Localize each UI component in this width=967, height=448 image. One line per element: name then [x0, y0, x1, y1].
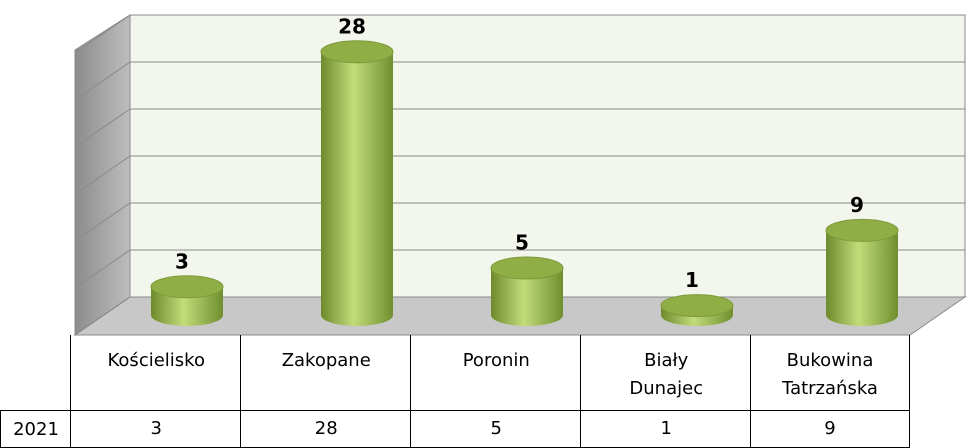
grid-line	[74, 61, 131, 101]
table-value-text: 3	[150, 418, 162, 439]
x-tick-label-text: Bukowina Tatrzańska	[782, 350, 878, 399]
table-value-text: 1	[660, 418, 672, 439]
x-tick-label-text: Zakopane	[281, 350, 371, 371]
grid-line	[74, 108, 131, 148]
bar-body	[826, 230, 898, 326]
x-tick-label-text: Poronin	[462, 350, 530, 371]
x-tick-label: Biały Dunajec	[580, 335, 752, 411]
table-value: 1	[580, 410, 752, 448]
bar-top	[150, 275, 224, 299]
x-tick-label-text: Kościelisko	[107, 350, 205, 371]
bar-top	[825, 218, 899, 242]
bar	[150, 275, 224, 326]
data-label: 1	[685, 268, 699, 292]
legend-key: 2021	[0, 410, 71, 448]
bar	[490, 256, 564, 326]
bar-top	[490, 256, 564, 280]
bar-top	[320, 40, 394, 64]
x-tick-label: Poronin	[410, 335, 582, 411]
table-value: 5	[410, 410, 582, 448]
grid-line	[74, 202, 131, 242]
grid-line	[74, 296, 131, 336]
data-label: 28	[338, 14, 366, 38]
x-tick-label: Kościelisko	[70, 335, 242, 411]
table-value: 28	[240, 410, 412, 448]
bar	[825, 218, 899, 326]
bar-top	[660, 294, 734, 318]
x-tick-label: Zakopane	[240, 335, 412, 411]
grid-line	[74, 249, 131, 289]
legend-key-text: 2021	[13, 418, 59, 440]
bar-body	[491, 268, 563, 326]
data-label: 5	[515, 231, 529, 255]
bar	[320, 40, 394, 327]
table-value-text: 9	[824, 418, 836, 439]
data-label: 9	[850, 193, 864, 217]
table-value-text: 28	[314, 418, 338, 439]
data-label: 3	[175, 249, 189, 273]
table-value: 9	[750, 410, 910, 448]
grid-line	[74, 14, 131, 54]
grid-line	[74, 155, 131, 195]
table-value: 3	[70, 410, 242, 448]
x-tick-label: Bukowina Tatrzańska	[750, 335, 910, 411]
bar	[660, 294, 734, 326]
x-tick-label-text: Biały Dunajec	[629, 350, 704, 399]
table-value-text: 5	[490, 418, 502, 439]
bar-body	[321, 51, 393, 327]
